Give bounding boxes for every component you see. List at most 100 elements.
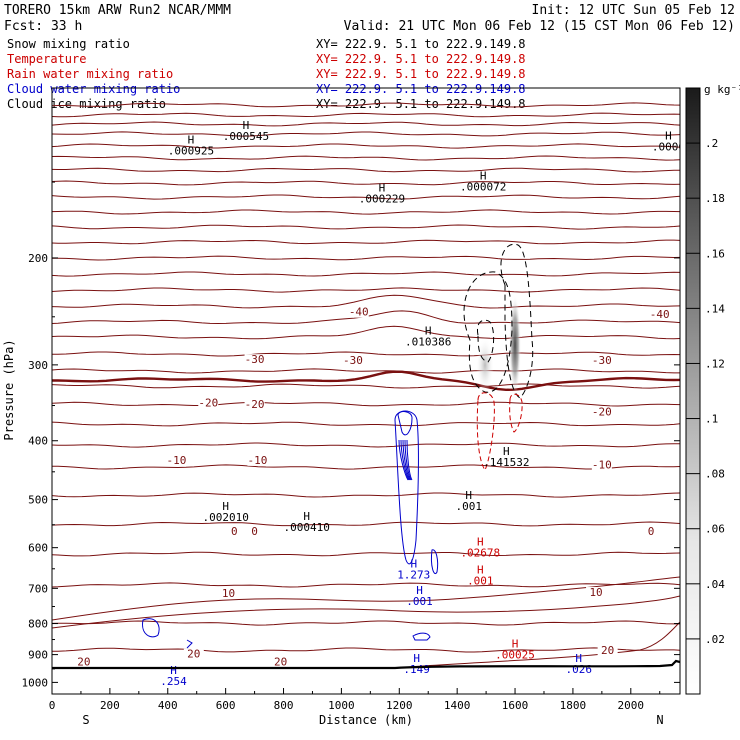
legend-entry-name: Snow mixing ratio [7, 37, 130, 51]
maximum-value-label: .001 [406, 595, 433, 608]
isotherm-label: -20 [592, 405, 612, 418]
isotherm-label-bg [342, 355, 363, 367]
isotherm-line [52, 167, 680, 173]
maximum-marker: H [303, 510, 310, 523]
isotherm-label: -30 [343, 354, 363, 367]
maximum-marker: H [503, 445, 510, 458]
x-tick-label: 1600 [502, 699, 529, 712]
maximum-marker: H [243, 119, 250, 132]
isotherm-label-bg [166, 454, 187, 466]
isotherm-line [52, 401, 680, 407]
y-tick-label: 300 [28, 359, 48, 372]
cloud-water-contour [142, 618, 160, 638]
colorbar-tick-label: .18 [705, 192, 725, 205]
isotherm-label: -40 [650, 308, 670, 321]
colorbar: g kg⁻¹ .02 .04 .06 .08 .1 .12 .14 .16 .18 .2 [685, 83, 740, 695]
isotherm-line [52, 121, 680, 127]
colorbar-units: g kg⁻¹ [704, 83, 740, 96]
isotherm-label-bg [218, 587, 239, 599]
isotherm-label-bg [591, 406, 612, 418]
freezing-level-line [52, 370, 680, 392]
maxima-labels: H.000925H.000545H.000229H.000072H.0000H.… [160, 119, 685, 688]
header-valid-time: Valid: 21 UTC Mon 06 Feb 12 (15 CST Mon … [344, 19, 735, 34]
legend-entry-name: Cloud ice mixing ratio [7, 97, 166, 111]
field-legend: Snow mixing ratio XY= 222.9. 5.1 to 222.9… [7, 37, 526, 111]
y-tick-label: 500 [28, 494, 48, 507]
maximum-value-label: .141532 [483, 456, 529, 469]
isotherm-line [52, 112, 680, 118]
x-tick-label: 2000 [618, 699, 645, 712]
y-tick-label: 800 [28, 618, 48, 631]
maximum-marker: H [416, 584, 423, 597]
isotherm-line [52, 239, 680, 245]
isotherm-line [52, 194, 680, 200]
cloud-water-contour [406, 439, 413, 481]
maximum-marker: H [665, 129, 672, 142]
x-tick-label: 1400 [444, 699, 471, 712]
cloud-water-contour [394, 410, 420, 565]
isotherm-label-bg [73, 656, 94, 668]
isotherm-line [52, 576, 680, 621]
isotherm-label: 0 [251, 525, 258, 538]
isotherm-label: 20 [601, 644, 614, 657]
isotherm-line [52, 620, 680, 626]
isotherm-label: 0 [231, 525, 238, 538]
plot-frame [51, 87, 681, 695]
isotherm-line [52, 255, 680, 261]
isotherm-label: -10 [248, 454, 268, 467]
isotherm-line [52, 582, 680, 588]
isotherm-line [52, 143, 680, 149]
maximum-marker: H [188, 133, 195, 146]
snow-shading [476, 295, 521, 395]
isotherm-line [52, 155, 680, 161]
maximum-value-label: .010386 [405, 336, 451, 349]
x-tick-label: 400 [158, 699, 178, 712]
maximum-marker: H [477, 564, 484, 577]
maximum-marker: H [410, 558, 417, 571]
cloud-water-contour [431, 549, 439, 574]
x-tick-label: 200 [100, 699, 120, 712]
isotherm-label: -30 [592, 354, 612, 367]
isotherm-label-bg [198, 397, 219, 409]
isotherm-label: 20 [187, 648, 200, 661]
y-tick-label: 700 [28, 582, 48, 595]
isotherm-line [52, 351, 680, 357]
isotherm-line [52, 421, 680, 427]
cloud-water-contour [186, 639, 193, 649]
x-axis-label: Distance (km) [319, 713, 413, 727]
maximum-value-label: .02678 [460, 546, 500, 559]
maximum-value-label: .001 [467, 575, 494, 588]
maximum-value-label: .000072 [460, 181, 506, 194]
snow-contour [476, 319, 495, 363]
y-tick-label: 600 [28, 542, 48, 555]
maximum-value-label: 1.273 [397, 569, 430, 582]
isotherm-line [52, 647, 680, 653]
colorbar-tick-label: .02 [705, 633, 725, 646]
x-tick-label: 1200 [386, 699, 413, 712]
temperature-isotherms [52, 102, 680, 669]
maximum-marker: H [477, 535, 484, 548]
maximum-value-label: .002010 [202, 511, 248, 524]
maximum-value-label: .0000 [652, 140, 685, 153]
isotherm-label: 20 [77, 656, 90, 669]
isotherm-label-bg [183, 648, 204, 660]
legend-entry-coordinates: XY= 222.9. 5.1 to 222.9.149.8 [316, 37, 526, 51]
isotherm-line [52, 383, 680, 389]
isotherm-label-bg [244, 354, 265, 366]
legend-entry-coordinates: XY= 222.9. 5.1 to 222.9.149.8 [316, 67, 526, 81]
cloud-water-contour [404, 439, 412, 481]
isotherm-label: -10 [592, 459, 612, 472]
maximum-marker: H [379, 181, 386, 194]
isotherm-label-bg [247, 454, 268, 466]
colorbar-tick-label: .1 [705, 413, 718, 426]
colorbar-tick-label: .06 [705, 523, 725, 536]
isotherm-label-bg [641, 526, 662, 538]
isotherm-label: 20 [274, 656, 287, 669]
x-tick-label: 600 [216, 699, 236, 712]
south-end-label: S [82, 713, 89, 727]
isotherm-line [52, 368, 680, 374]
maximum-value-label: .000545 [223, 130, 269, 143]
isotherm-line [52, 551, 680, 557]
isotherm-line [52, 102, 680, 108]
